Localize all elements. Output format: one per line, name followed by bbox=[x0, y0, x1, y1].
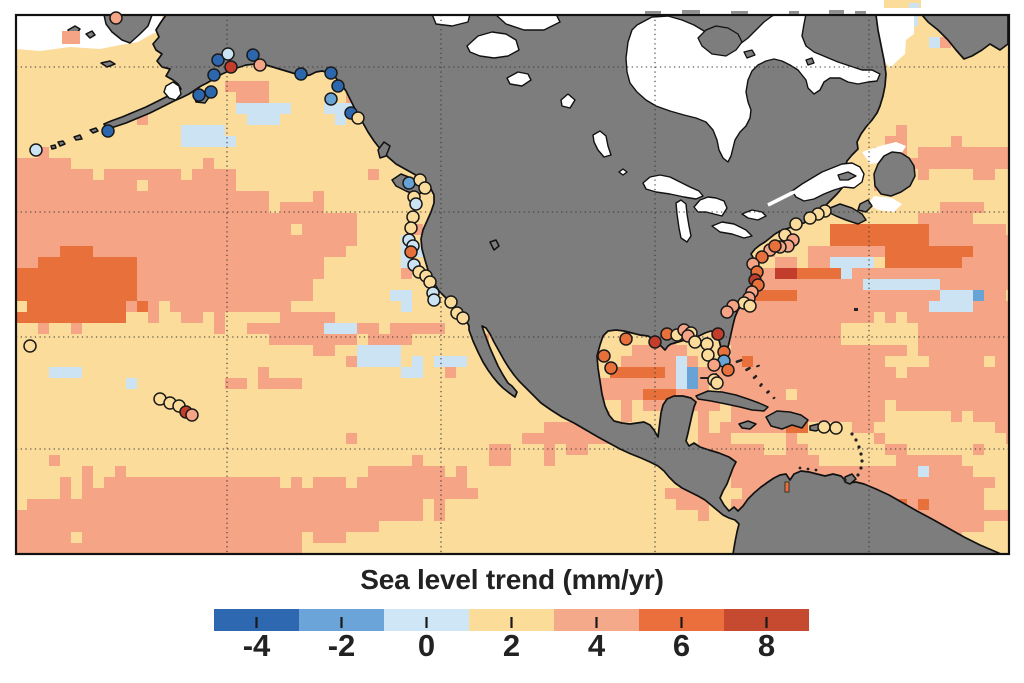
svg-text:Sea level trend (mm/yr): Sea level trend (mm/yr) bbox=[360, 564, 664, 595]
svg-text:-2: -2 bbox=[328, 628, 356, 663]
svg-text:2: 2 bbox=[503, 628, 520, 663]
svg-text:0: 0 bbox=[418, 628, 435, 663]
svg-text:4: 4 bbox=[588, 628, 606, 663]
svg-text:6: 6 bbox=[673, 628, 690, 663]
svg-text:-4: -4 bbox=[243, 628, 271, 663]
svg-text:8: 8 bbox=[758, 628, 775, 663]
